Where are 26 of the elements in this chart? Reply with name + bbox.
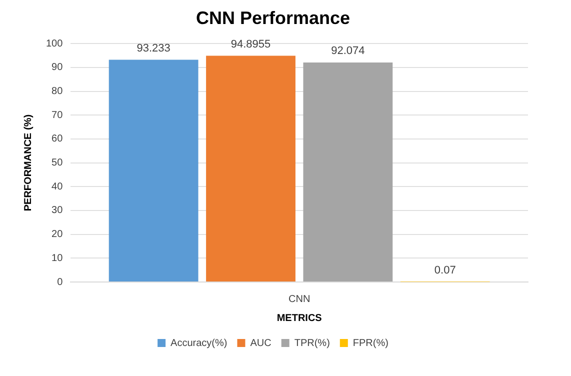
y-tick-label: 60 xyxy=(52,134,64,145)
data-label: 94.8955 xyxy=(230,38,271,50)
legend-label: FPR(%) xyxy=(352,338,388,349)
y-tick-label: 30 xyxy=(52,205,64,216)
x-tick-label: CNN xyxy=(288,294,310,305)
bar xyxy=(108,60,198,282)
y-tick-label: 80 xyxy=(52,86,64,98)
y-tick-label: 0 xyxy=(57,276,64,288)
data-label: 93.233 xyxy=(136,42,170,54)
y-tick-label: 10 xyxy=(52,252,64,264)
chart-title: CNN Performance xyxy=(196,8,350,28)
y-tick-label: 70 xyxy=(52,110,64,121)
y-axis-title: PERFORMANCE (%) xyxy=(22,114,34,212)
y-tick-label: 90 xyxy=(52,62,64,74)
y-tick-label: 50 xyxy=(52,158,64,169)
data-label: 0.07 xyxy=(434,264,456,276)
legend-label: TPR(%) xyxy=(294,338,330,349)
y-tick-label: 40 xyxy=(52,181,64,192)
y-tick-label: 100 xyxy=(46,38,64,50)
data-label: 92.074 xyxy=(331,45,365,58)
bar xyxy=(206,56,296,282)
x-axis-title: METRICS xyxy=(276,312,322,324)
legend-label: Accuracy(%) xyxy=(170,338,228,349)
bar xyxy=(303,62,393,282)
y-tick-label: 20 xyxy=(52,229,64,240)
legend-label: AUC xyxy=(250,338,272,349)
